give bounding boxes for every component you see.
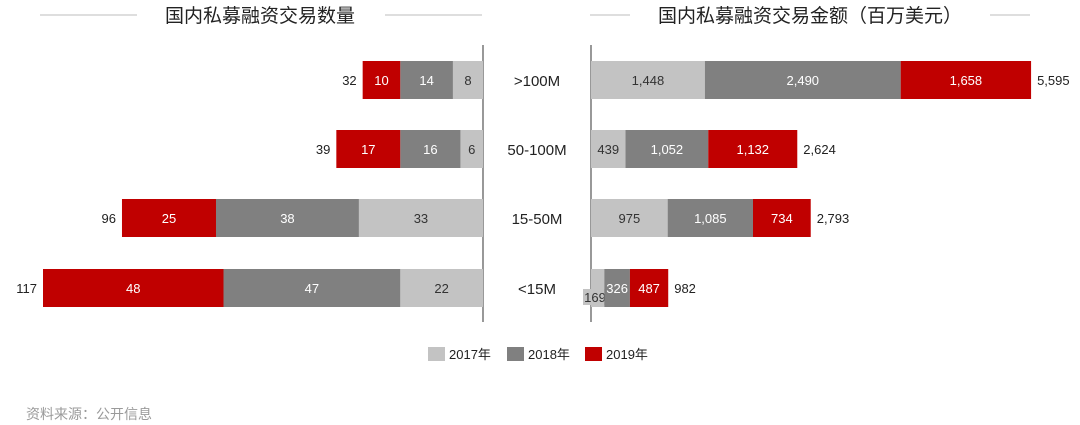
left-total-label: 96 [102,211,116,226]
right-bar-segment [604,269,630,307]
left-bar-value-label: 10 [374,73,388,88]
left-bar-segment [336,130,401,168]
legend-swatch-2019 [585,347,602,361]
right-total-label: 5,595 [1037,73,1070,88]
left-bar-segment [362,61,401,99]
right-total-label: 2,793 [817,211,850,226]
right-bar-segment [753,199,811,237]
right-bar-value-label: 487 [638,281,660,296]
left-bar-segment [215,199,359,237]
legend-label-2019: 2019年 [606,347,648,362]
legend-label-2018: 2018年 [528,347,570,362]
left-total-label: 117 [16,281,37,296]
left-bar-segment [460,130,483,168]
category-label: <15M [518,281,556,298]
left-total-label: 39 [316,142,330,157]
source-note: 资料来源：公开信息 [26,407,152,423]
legend-label-2017: 2017年 [449,347,491,362]
left-bars: 8 14 10 32 6 16 17 39 33 38 25 96 22 47 48 117 [16,61,483,307]
left-total-label: 32 [342,73,356,88]
right-bar-value-label: 975 [618,211,640,226]
right-bar-segment [591,61,705,99]
right-bar-segment [704,61,901,99]
category-label: >100M [514,73,560,90]
right-bar-segment [900,61,1032,99]
right-bar-segment [629,269,669,307]
left-bar-value-label: 8 [464,73,471,88]
right-bar-segment [667,199,754,237]
left-bar-value-label: 25 [162,211,176,226]
left-bar-segment [400,61,453,99]
right-chart-title: 国内私募融资交易金额（百万美元） [658,5,962,27]
right-bar-value-label: 439 [597,142,619,157]
right-bars: 1,448 2,490 1,658 5,595 439 1,052 1,132 2,624 97… [583,61,1070,307]
left-bar-segment [452,61,483,99]
right-small-label-bg [583,289,609,305]
left-bar-segment [400,269,483,307]
right-bar-value-label: 1,658 [950,73,983,88]
right-bar-value-label: 1,085 [694,211,727,226]
left-bar-segment [223,269,401,307]
category-label: 50-100M [507,142,566,159]
left-bar-value-label: 16 [423,142,437,157]
left-bar-value-label: 17 [361,142,375,157]
right-bar-segment [591,130,626,168]
left-bar-segment [121,199,216,237]
legend-swatch-2018 [507,347,524,361]
legend: 2017年 2018年 2019年 [428,347,648,362]
right-bar-value-label: 2,490 [787,73,820,88]
right-bar-segment [591,199,668,237]
legend-swatch-2017 [428,347,445,361]
right-bar-value-label: 734 [771,211,793,226]
right-bar-value-label: 1,132 [736,142,769,157]
right-bar-segment [708,130,798,168]
left-bar-value-label: 38 [280,211,294,226]
category-label: 15-50M [512,211,563,228]
left-bar-segment [400,130,461,168]
right-bar-segment [625,130,709,168]
right-bar-value-label: 169 [584,290,606,305]
left-bar-segment [358,199,483,237]
left-bar-value-label: 14 [419,73,433,88]
left-bar-segment [43,269,224,307]
left-bar-value-label: 22 [434,281,448,296]
right-bar-value-label: 1,052 [651,142,684,157]
right-bar-value-label: 326 [606,281,628,296]
left-bar-value-label: 33 [414,211,428,226]
right-bar-value-label: 1,448 [632,73,665,88]
left-bar-value-label: 47 [305,281,319,296]
right-total-label: 2,624 [803,142,836,157]
left-bar-value-label: 48 [126,281,140,296]
left-chart-title: 国内私募融资交易数量 [165,5,355,27]
left-bar-value-label: 6 [468,142,475,157]
right-total-label: 982 [674,281,696,296]
